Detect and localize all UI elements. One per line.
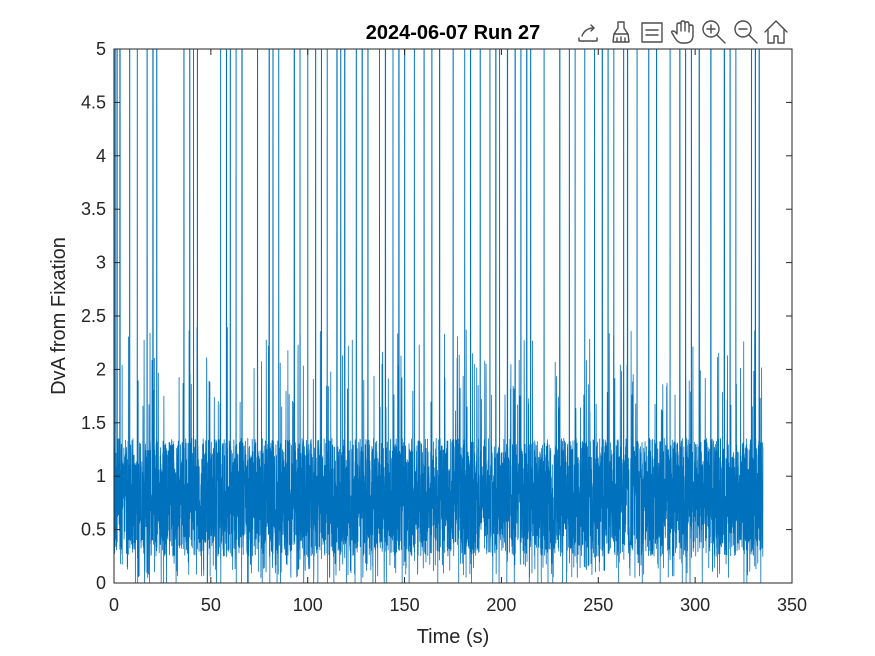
y-tick-label: 2.5 (81, 306, 106, 326)
x-axis-ticks: 0 50 100 150 200 250 300 350 (109, 49, 807, 615)
y-tick-label: 4.5 (81, 92, 106, 112)
y-tick-label: 2 (96, 359, 106, 379)
y-axis-ticks: 0 0.5 1 1.5 2 2.5 3 3.5 4 4.5 5 (81, 39, 792, 593)
pan-icon[interactable] (670, 19, 696, 45)
x-tick-label: 150 (390, 595, 420, 615)
zoom-out-icon[interactable] (733, 19, 759, 45)
y-tick-label: 0 (96, 573, 106, 593)
y-tick-label: 1 (96, 466, 106, 486)
y-tick-label: 5 (96, 39, 106, 59)
y-tick-label: 3 (96, 253, 106, 273)
y-axis-label: DvA from Fixation (48, 237, 70, 395)
x-tick-label: 250 (583, 595, 613, 615)
axes-toolbar (576, 19, 789, 45)
x-tick-label: 0 (109, 595, 119, 615)
chart-title: 2024-06-07 Run 27 (366, 22, 541, 44)
datatip-icon[interactable] (640, 20, 664, 44)
home-icon[interactable] (763, 19, 789, 45)
x-tick-label: 100 (293, 595, 323, 615)
y-tick-label: 3.5 (81, 199, 106, 219)
y-tick-label: 1.5 (81, 413, 106, 433)
y-tick-label: 0.5 (81, 520, 106, 540)
x-tick-label: 50 (201, 595, 221, 615)
x-tick-label: 350 (777, 595, 807, 615)
series-line (114, 49, 764, 583)
x-tick-label: 300 (680, 595, 710, 615)
brush-icon[interactable] (609, 20, 633, 44)
x-axis-label: Time (s) (417, 626, 490, 648)
zoom-in-icon[interactable] (701, 19, 727, 45)
x-tick-label: 200 (486, 595, 516, 615)
export-icon[interactable] (576, 20, 600, 44)
y-tick-label: 4 (96, 146, 106, 166)
